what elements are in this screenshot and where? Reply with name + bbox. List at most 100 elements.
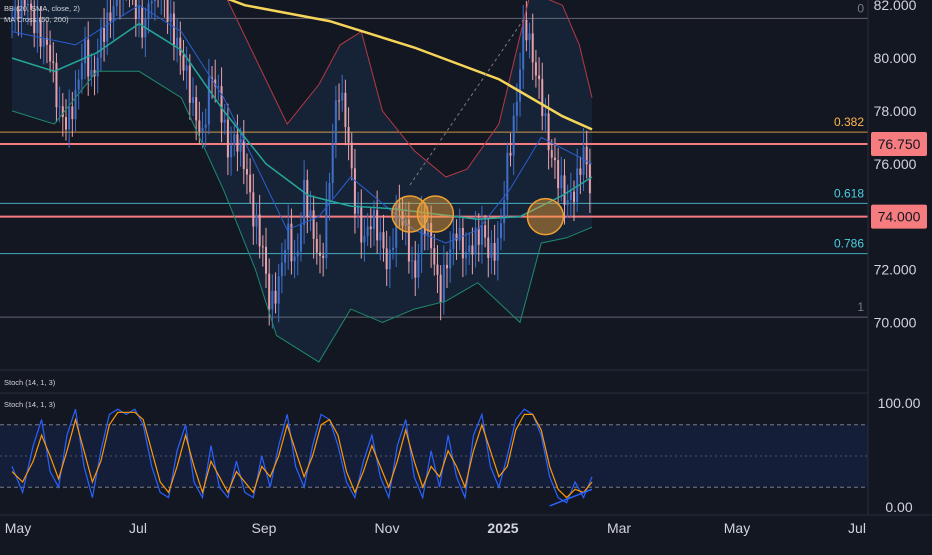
candle-body (287, 224, 289, 250)
time-tick-label: 2025 (487, 520, 518, 536)
candle-body (554, 158, 556, 160)
candle-body (484, 225, 486, 237)
candle-body (294, 256, 296, 261)
candle-body (198, 120, 200, 131)
candle-body (487, 238, 489, 258)
candle-body (452, 234, 454, 250)
candle-body (271, 291, 273, 310)
candle-body (202, 128, 204, 132)
candle-body (313, 210, 315, 239)
candle-body (100, 28, 102, 58)
candle-body (503, 200, 505, 223)
candle-body (154, 0, 156, 1)
candle-body (259, 215, 261, 247)
candle-body (170, 14, 172, 22)
candle-body (179, 38, 181, 56)
time-tick-label: May (724, 520, 750, 536)
candle-body (306, 180, 308, 217)
candle-body (316, 239, 318, 253)
candle-body (348, 127, 350, 143)
candle-body (551, 150, 553, 157)
candle-body (52, 61, 54, 62)
candle-body (173, 14, 175, 47)
candle-body (494, 243, 496, 261)
candle-body (532, 33, 534, 62)
candle-body (535, 62, 537, 75)
candle-body (249, 175, 251, 193)
candle-body (573, 192, 575, 202)
time-tick-label: Nov (375, 520, 400, 536)
candle-body (221, 86, 223, 122)
candle-body (297, 252, 299, 257)
candle-body (255, 215, 257, 227)
key-level-value: 76.750 (878, 136, 921, 152)
candle-body (246, 169, 248, 175)
candle-body (135, 0, 137, 19)
candle-body (138, 7, 140, 19)
candle-body (189, 66, 191, 103)
candle-body (481, 225, 483, 245)
candle-body (414, 261, 416, 278)
candle-body (446, 265, 448, 268)
candle-body (567, 200, 569, 205)
highlight-circle (527, 199, 563, 235)
price-tick-label: 70.000 (874, 314, 917, 330)
candle-body (281, 263, 283, 277)
price-tick-label: 78.000 (874, 103, 917, 119)
legend-bb[interactable]: BB (20, SMA, close, 2) (4, 4, 80, 14)
candle-body (262, 246, 264, 247)
candle-body (513, 116, 515, 156)
candle-body (392, 248, 394, 250)
candle-body (90, 70, 92, 76)
candle-body (87, 40, 89, 77)
candle-body (78, 80, 80, 90)
stoch-tick-label: 0.00 (885, 499, 912, 515)
candle-body (478, 228, 480, 245)
fib-level-label: 0.786 (834, 237, 864, 251)
candle-body (462, 228, 464, 258)
candle-body (560, 175, 562, 188)
highlight-circle (417, 196, 453, 232)
candle-body (538, 76, 540, 80)
candle-body (284, 250, 286, 263)
candle-body (529, 33, 531, 40)
candle-body (243, 139, 245, 169)
candle-body (440, 275, 442, 303)
candle-body (417, 253, 419, 277)
candle-body (103, 28, 105, 42)
candle-body (278, 276, 280, 303)
stoch-tick-label: 100.00 (878, 395, 921, 411)
candle-body (176, 38, 178, 47)
candle-body (151, 1, 153, 3)
candle-body (367, 227, 369, 237)
legend-stoch[interactable]: Stoch (14, 1, 3) (4, 400, 55, 410)
candle-body (379, 232, 381, 240)
time-tick-label: Sep (252, 520, 277, 536)
candle-body (579, 168, 581, 174)
candle-body (541, 79, 543, 116)
legend-stoch-collapsed[interactable]: Stoch (14, 1, 3) (4, 378, 55, 388)
legend-ma-cross[interactable]: MA Cross (50, 200) (4, 15, 69, 25)
candle-body (68, 106, 70, 129)
candle-body (459, 228, 461, 241)
candle-body (49, 45, 51, 62)
candle-body (186, 66, 188, 71)
candle-body (570, 192, 572, 200)
candle-body (205, 124, 207, 127)
candle-body (268, 274, 270, 310)
candle-body (357, 206, 359, 213)
candle-body (332, 143, 334, 183)
candle-body (227, 120, 229, 158)
candle-body (443, 265, 445, 303)
candle-body (217, 86, 219, 87)
candle-body (497, 238, 499, 261)
candle-body (370, 227, 372, 230)
candle-body (233, 134, 235, 145)
candle-body (338, 100, 340, 101)
candle-body (468, 245, 470, 252)
candle-body (510, 153, 512, 156)
candle-body (325, 201, 327, 258)
candle-body (360, 206, 362, 242)
